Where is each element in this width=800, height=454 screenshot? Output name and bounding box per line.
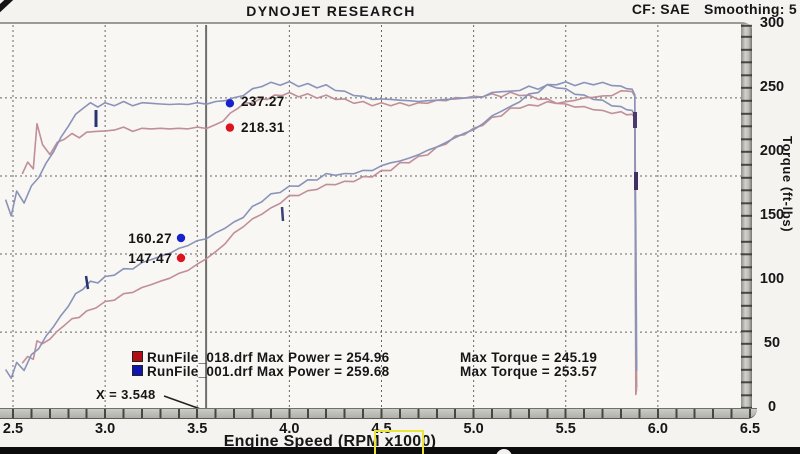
cursor-marker-dot: [225, 123, 235, 132]
plot-top-border: [0, 22, 742, 24]
corner-artifact: [0, 0, 14, 13]
x-tick-label: 3.0: [95, 421, 116, 437]
torque-axis-ticks: [741, 24, 752, 419]
legend-max-torque: Max Torque = 253.57: [460, 364, 598, 379]
torque-tick-label: 50: [763, 335, 781, 351]
dyno-curve: [4, 81, 638, 380]
legend-row-run001: RunFile_001.drf Max Power = 259.68 Max T…: [0, 364, 700, 379]
torque-tick-label: 250: [759, 79, 785, 95]
x-tick-label: 4.5: [371, 421, 392, 437]
x-tick-label: 5.5: [555, 421, 576, 437]
dyno-curve: [4, 80, 638, 369]
x-tick-label: 3.5: [187, 421, 208, 437]
plot-background: [0, 23, 741, 408]
x-tick-label: 6.5: [739, 421, 761, 437]
trace-glitch-mark: [84, 275, 90, 290]
video-playhead[interactable]: [496, 449, 512, 454]
power-value-label-run001: 160.27: [128, 231, 172, 246]
highlight-box-x1000: [374, 430, 424, 454]
torque-tick-labels: 300 250 200 150 100 50 0: [754, 0, 792, 420]
legend-file-power: RunFile_018.drf Max Power = 254.96: [147, 350, 390, 365]
y-axis-title: Torque (ft-lbs): [780, 136, 795, 233]
torque-value-label-run018: 218.31: [241, 120, 285, 135]
torque-tick-label: 0: [767, 399, 777, 415]
torque-tick-label: 150: [759, 207, 785, 223]
cursor-marker-dot: [176, 233, 186, 243]
torque-tick-label: 200: [759, 143, 785, 159]
correction-factor-info: CF: SAE Smoothing: 5: [632, 1, 797, 17]
x-tick-label: 6.0: [647, 421, 668, 437]
legend-max-torque: Max Torque = 245.19: [460, 350, 598, 365]
x-tick-label: 5.0: [463, 421, 484, 437]
torque-tick-label: 100: [759, 271, 785, 287]
dyno-curve: [21, 90, 638, 396]
video-progress-bar: [0, 447, 800, 454]
rpm-axis-ticks: [0, 409, 752, 418]
cf-label: CF: SAE: [631, 1, 690, 17]
dyno-curve: [21, 91, 638, 388]
x-tick-label: 4.0: [279, 421, 300, 437]
x-axis-title: Engine Speed (RPM x1000): [223, 433, 437, 450]
page-title: DYNOJET RESEARCH: [246, 3, 416, 19]
torque-value-label-run001: 237.27: [241, 94, 285, 109]
torque-tick-label: 300: [759, 15, 785, 31]
smoothing-label: Smoothing: 5: [703, 1, 797, 17]
power-value-label-run018: 147.47: [128, 251, 172, 266]
legend-file-power: RunFile_001.drf Max Power = 259.68: [147, 364, 390, 379]
cursor-marker-dot: [225, 99, 235, 108]
cursor-marker-dot: [176, 253, 186, 263]
legend-swatch-blue: [132, 365, 143, 376]
x-tick-label: 2.5: [2, 421, 24, 437]
legend-row-run018: RunFile_018.drf Max Power = 254.96 Max T…: [0, 350, 700, 365]
rpm-tick-labels: 2.5 3.0 3.5 4.0 4.5 5.0 5.5 6.0 6.5: [0, 421, 800, 437]
cursor-x-readout: X = 3.548: [96, 387, 156, 402]
legend-swatch-red: [132, 351, 143, 362]
trace-glitch-mark: [280, 206, 285, 222]
